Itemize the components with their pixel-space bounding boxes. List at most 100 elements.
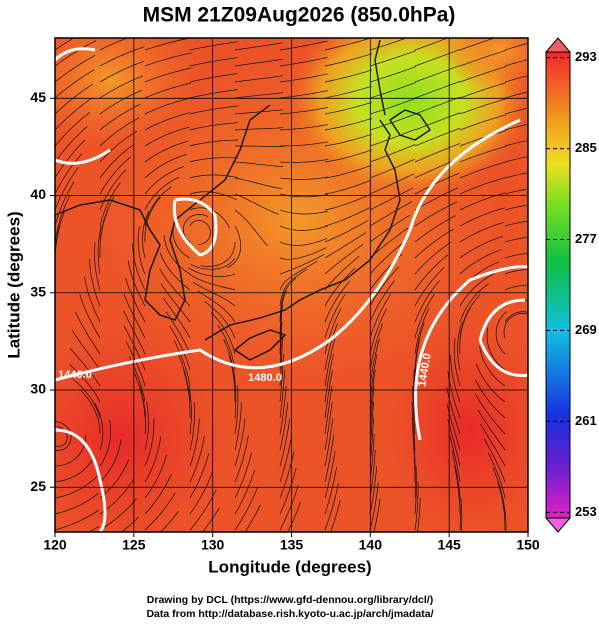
streamline — [279, 225, 328, 231]
streamline — [189, 418, 200, 467]
streamline — [234, 469, 256, 515]
streamline — [414, 465, 417, 515]
streamline — [189, 174, 238, 179]
streamline — [55, 98, 92, 131]
streamline — [160, 283, 191, 323]
streamline — [89, 258, 101, 307]
x-axis-label: Longitude (degrees) — [208, 557, 371, 576]
streamline — [450, 354, 461, 403]
streamline — [414, 267, 445, 307]
streamline — [234, 402, 242, 451]
colorbar-bottom — [544, 517, 572, 533]
streamline — [279, 435, 293, 483]
streamline — [324, 193, 371, 211]
streamline — [480, 424, 506, 467]
streamline — [324, 402, 333, 451]
streamline — [235, 145, 284, 147]
streamline — [234, 75, 284, 83]
streamline — [414, 187, 459, 211]
streamline — [279, 369, 286, 419]
streamline — [414, 64, 461, 83]
streamline — [459, 272, 495, 307]
streamline — [324, 450, 336, 499]
streamline — [99, 210, 108, 259]
field — [55, 0, 528, 532]
streamline — [369, 129, 416, 147]
streamline — [99, 419, 111, 467]
streamline — [162, 297, 191, 339]
streamline — [453, 338, 461, 387]
streamline — [99, 117, 140, 147]
streamline — [69, 347, 101, 387]
streamline — [459, 249, 502, 275]
streamline — [279, 107, 328, 115]
streamline — [189, 41, 238, 51]
streamline — [94, 403, 104, 451]
colorbar-tick-label: 293 — [575, 49, 597, 64]
streamline — [55, 0, 98, 18]
streamline — [144, 176, 180, 211]
streamline — [414, 280, 440, 323]
streamline — [324, 418, 334, 467]
streamline — [189, 453, 210, 499]
streamline — [459, 283, 489, 323]
streamline — [279, 176, 329, 180]
streamline — [233, 369, 237, 419]
streamline — [99, 89, 143, 115]
streamline — [459, 114, 506, 131]
streamline — [99, 156, 131, 195]
streamline — [504, 107, 528, 115]
streamline — [369, 449, 376, 499]
streamline — [504, 284, 528, 291]
streamline — [200, 241, 236, 267]
streamline — [324, 483, 339, 531]
streamline — [414, 96, 461, 115]
streamline — [189, 191, 237, 201]
streamline — [234, 452, 252, 499]
field-cool — [290, 38, 528, 195]
contour-label: 1440.0 — [416, 352, 434, 387]
streamline — [144, 97, 191, 115]
streamline — [234, 418, 246, 467]
streamline — [234, 487, 258, 531]
streamline — [235, 27, 283, 34]
streamline — [55, 417, 56, 418]
streamline — [373, 498, 381, 532]
streamline — [460, 18, 506, 34]
streamline — [504, 204, 528, 211]
streamline — [99, 169, 127, 211]
streamline — [125, 341, 146, 387]
streamline — [459, 307, 471, 355]
streamline — [71, 330, 101, 371]
streamline — [369, 214, 411, 243]
coastlines — [55, 39, 431, 361]
streamline — [55, 181, 75, 227]
streamline — [75, 312, 101, 355]
streamline — [504, 91, 528, 99]
streamline — [279, 385, 287, 435]
streamline — [55, 139, 86, 179]
x-tick-label: 120 — [43, 537, 67, 553]
streamline — [234, 127, 284, 131]
streamline — [123, 326, 146, 371]
streamline — [279, 402, 289, 451]
x-tick-label: 130 — [201, 537, 225, 553]
streamline — [369, 113, 416, 131]
streamline — [279, 159, 329, 163]
streamline — [198, 290, 236, 323]
streamline — [55, 69, 95, 99]
streamline — [137, 226, 146, 275]
streamline — [144, 126, 190, 147]
streamline — [84, 276, 101, 323]
streamline — [189, 471, 214, 515]
streamline — [144, 82, 192, 99]
streamline — [414, 215, 456, 243]
streamline — [459, 177, 506, 195]
streamline — [55, 401, 56, 402]
streamline — [475, 363, 506, 403]
streamline — [228, 354, 236, 402]
streamline — [144, 166, 185, 195]
footer-line: Drawing by DCL (https://www.gfd-dennou.o… — [147, 594, 433, 606]
streamline — [133, 371, 146, 419]
streamline — [324, 69, 372, 83]
